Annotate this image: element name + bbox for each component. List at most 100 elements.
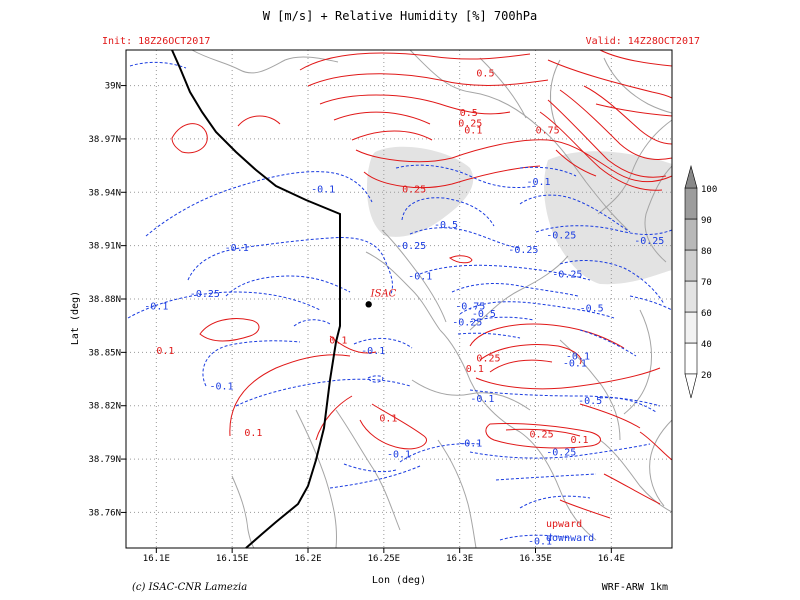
terrain-line (469, 255, 569, 331)
contour-label: -0.1 (526, 177, 550, 188)
x-tick-label: 16.1E (143, 554, 170, 564)
upward-contour (329, 335, 377, 354)
x-tick-label: 16.2E (294, 554, 321, 564)
contour-label: 0.1 (244, 428, 262, 439)
contour-label: 0.75 (536, 126, 560, 137)
upward-contour (307, 73, 549, 87)
upward-contour (199, 318, 260, 342)
x-tick-label: 16.4E (598, 554, 625, 564)
colorbar-tick-label: 80 (701, 247, 712, 257)
credit-text: (c) ISAC-CNR Lamezia (132, 582, 247, 593)
x-tick-label: 16.25E (368, 554, 401, 564)
terrain-line (603, 57, 673, 114)
downward-contour (399, 443, 481, 463)
terrain-line (649, 419, 673, 507)
downward-contour (535, 225, 673, 235)
colorbar-segment (684, 187, 698, 220)
terrain-line (644, 165, 673, 263)
contour-label: -0.25 (452, 318, 482, 329)
downward-contour (559, 260, 665, 305)
terrain-line (539, 127, 629, 231)
upward-contour (579, 403, 641, 429)
upward-contour (333, 111, 431, 125)
downward-contour (127, 291, 321, 319)
x-axis-label: Lon (deg) (372, 575, 426, 586)
downward-contour (519, 166, 577, 177)
upward-contour (639, 431, 673, 461)
y-tick-label: 38.82N (88, 402, 121, 412)
downward-contour (235, 378, 411, 407)
y-tick-label: 38.97N (88, 135, 121, 145)
downward-contour (129, 61, 187, 69)
colorbar-segment (684, 280, 698, 313)
rh-colorbar: 20 40 60 70 80 90 100 (684, 164, 717, 399)
downward-contour (629, 295, 673, 311)
contour-label: -0.1 (311, 184, 335, 195)
terrain-line (295, 409, 337, 549)
downward-contour (187, 237, 393, 297)
downward-contours (127, 61, 673, 541)
upward-contour (355, 139, 673, 183)
contour-label: 0.5 (460, 108, 478, 119)
upward-contour (559, 499, 611, 519)
upward-contour (475, 367, 661, 390)
contour-label: 0.25 (476, 353, 500, 364)
contour-label: -0.1 (470, 394, 494, 405)
terrain-line (597, 119, 673, 215)
y-tick-label: 38.94N (88, 188, 121, 198)
contour-label: -0.1 (144, 302, 168, 313)
contour-label: -0.25 (396, 241, 426, 252)
downward-contour (579, 329, 637, 357)
upward-contour (315, 395, 353, 441)
terrain-line (335, 409, 401, 531)
upward-contour (505, 428, 581, 437)
upward-contour (237, 115, 281, 127)
downward-contour (495, 473, 597, 481)
contour-label: 0.1 (379, 414, 397, 425)
contour-label: -0.5 (580, 303, 604, 314)
contour-label: -0.1 (528, 536, 552, 547)
terrain-line (437, 439, 477, 549)
terrain-line (599, 439, 673, 513)
colorbar-tick-label: 90 (701, 216, 712, 226)
contour-label: 0.25 (458, 118, 482, 129)
y-tick-label: 38.76N (88, 508, 121, 518)
terrain-lines (191, 49, 673, 549)
upward-contour (299, 52, 531, 71)
upward-contour (171, 123, 208, 154)
colorbar-segment (684, 218, 698, 251)
contour-label: -0.1 (566, 351, 590, 362)
terrain-line (439, 329, 521, 433)
contour-label: -0.75 (455, 302, 485, 313)
y-axis-label: Lat (deg) (70, 291, 81, 345)
terrain-line (191, 49, 339, 74)
upward-contours (171, 49, 673, 519)
legend-upward: upward (546, 519, 582, 530)
y-tick-label: 38.79N (88, 455, 121, 465)
upward-contour (595, 103, 673, 117)
contour-label: -0.1 (408, 271, 432, 282)
contour-labels: 0.50.50.250.1 0.750.250.10.10.250.10.10.1… (144, 69, 664, 548)
contour-label: -0.1 (387, 449, 411, 460)
contour-label: 0.1 (570, 435, 588, 446)
terrain-line (519, 431, 597, 541)
contour-label: 0.1 (156, 346, 174, 357)
y-axis: 38.76N 38.79N 38.82N 38.85N 38.88N 38.91N 38.9… (88, 82, 126, 518)
x-tick-label: 16.3E (446, 554, 473, 564)
y-tick-label: 38.85N (88, 348, 121, 358)
terrain-line (381, 229, 447, 323)
y-tick-label: 38.91N (88, 242, 121, 252)
colorbar-segment (684, 311, 698, 344)
upward-contour (485, 422, 601, 449)
valid-time: Valid: 14Z28OCT2017 (586, 36, 700, 47)
downward-contour (329, 465, 421, 489)
downward-contour (519, 194, 631, 233)
contour-label: -0.1 (225, 243, 249, 254)
x-tick-label: 16.35E (519, 554, 552, 564)
downward-contour (499, 534, 571, 541)
downward-contour (343, 463, 397, 473)
upward-contour (479, 344, 582, 365)
downward-contour (451, 283, 579, 297)
colorbar-tick-label: 40 (701, 340, 712, 350)
contour-label: -0.1 (361, 346, 385, 357)
